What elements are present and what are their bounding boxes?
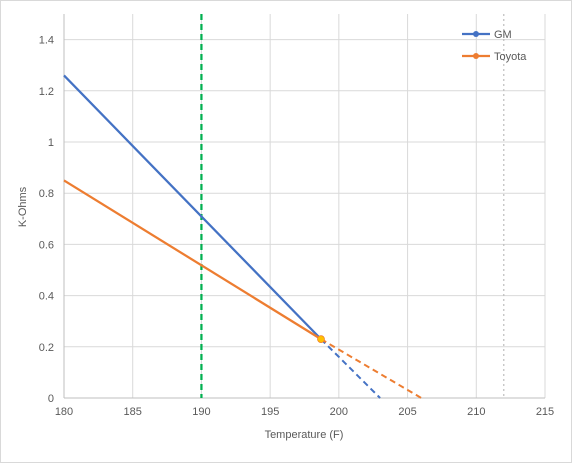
y-tick-label: 0 [48,393,54,405]
legend-toyota-label: Toyota [494,51,527,63]
legend-gm-marker [473,31,479,37]
x-tick-label: 185 [124,406,142,418]
reference-lines [200,14,505,398]
axes [63,14,545,399]
legend: GM Toyota [462,29,527,63]
x-tick-label: 180 [55,406,73,418]
x-tick-label: 205 [398,406,416,418]
y-axis-title: K-Ohms [17,186,29,227]
y-tick-label: 0.2 [39,342,54,354]
series-lines [63,74,422,399]
series-toyota-line [63,179,322,341]
legend-toyota-marker [473,53,479,59]
x-tick-label: 195 [261,406,279,418]
y-tick-label: 1 [48,137,54,149]
y-tick-label: 1.4 [39,35,54,47]
series-gm-dashed [320,338,381,399]
x-axis-title: Temperature (F) [265,429,344,441]
tick-labels: 180 185 190 195 200 205 210 215 0 0.2 0.4 0.6 0.8 1 1.… [39,35,554,418]
legend-gm-label: GM [494,29,512,41]
y-tick-label: 0.8 [39,188,54,200]
x-tick-label: 215 [536,406,554,418]
x-tick-label: 210 [467,406,485,418]
y-tick-label: 1.2 [39,86,54,98]
x-tick-label: 200 [330,406,348,418]
y-tick-label: 0.4 [39,291,54,303]
y-tick-label: 0.6 [39,239,54,251]
series-gm-line [63,74,322,340]
intersection-marker [317,335,325,343]
grid [64,14,546,398]
x-tick-label: 190 [192,406,210,418]
